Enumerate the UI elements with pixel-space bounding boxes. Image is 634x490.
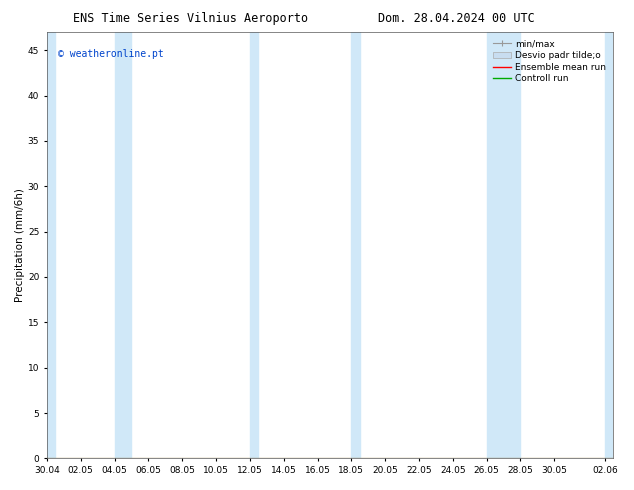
Legend: min/max, Desvio padr tilde;o, Ensemble mean run, Controll run: min/max, Desvio padr tilde;o, Ensemble m… <box>490 37 609 86</box>
Text: ENS Time Series Vilnius Aeroporto: ENS Time Series Vilnius Aeroporto <box>73 12 307 25</box>
Bar <box>250 32 258 458</box>
Bar <box>115 32 131 458</box>
Bar <box>351 32 359 458</box>
Bar <box>605 32 614 458</box>
Text: Dom. 28.04.2024 00 UTC: Dom. 28.04.2024 00 UTC <box>378 12 535 25</box>
Bar <box>487 32 521 458</box>
Bar <box>47 32 55 458</box>
Y-axis label: Precipitation (mm/6h): Precipitation (mm/6h) <box>15 188 25 302</box>
Text: © weatheronline.pt: © weatheronline.pt <box>58 49 164 59</box>
